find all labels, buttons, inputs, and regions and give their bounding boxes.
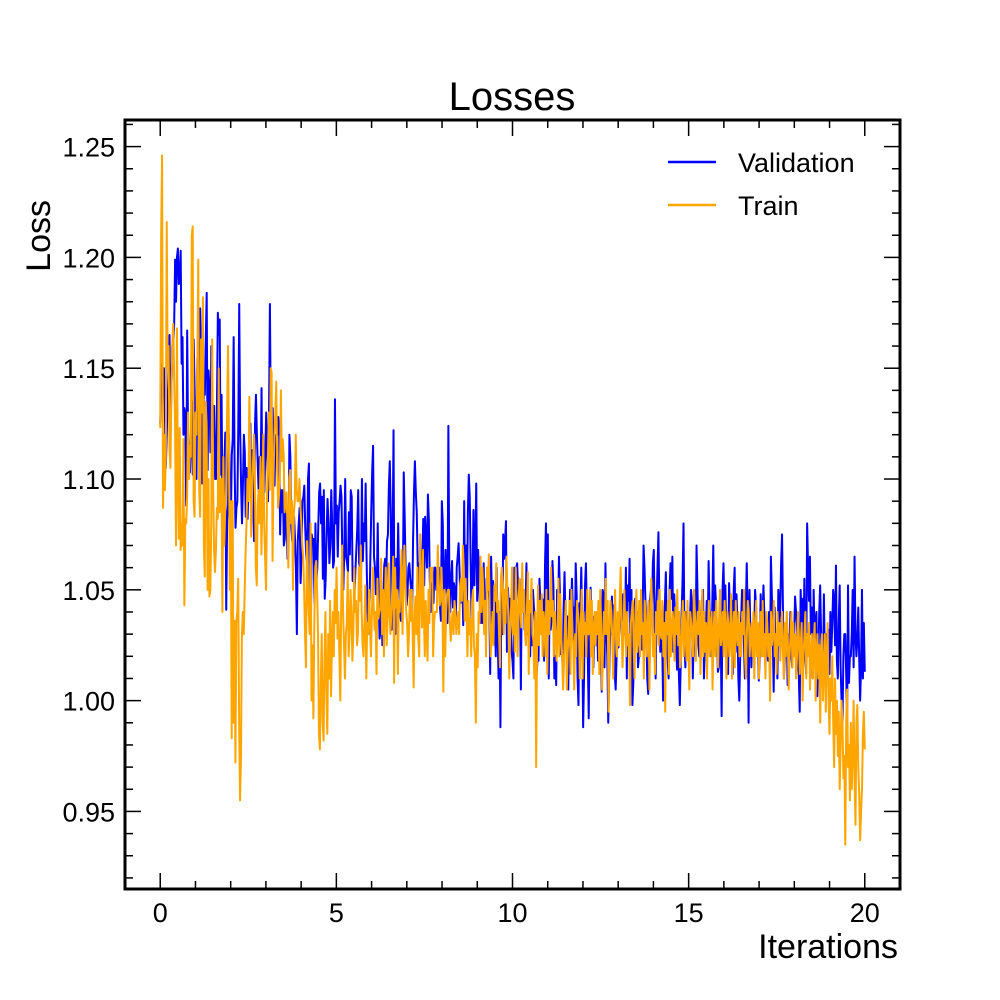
y-tick-label: 0.95	[62, 797, 115, 827]
y-axis-label: Loss	[20, 200, 58, 272]
y-tick-label: 1.00	[62, 687, 115, 717]
legend-label-train: Train	[738, 191, 799, 221]
chart-title: Losses	[449, 75, 576, 119]
y-tick-label: 1.10	[62, 465, 115, 495]
x-tick-label: 5	[329, 898, 344, 928]
y-tick-label: 1.20	[62, 243, 115, 273]
plot-frame	[123, 118, 902, 891]
legend-label-validation: Validation	[738, 148, 855, 178]
ticks-layer: 0 5 10 15 20 0.95 1.00 1.05 1.10 1.15 1.20 1.25	[62, 120, 901, 928]
x-tick-label: 10	[497, 898, 527, 928]
x-axis-label: Iterations	[758, 928, 898, 966]
x-tick-label: 0	[153, 898, 168, 928]
x-tick-label: 20	[850, 898, 880, 928]
series-layer	[159, 154, 866, 846]
y-tick-label: 1.25	[62, 133, 115, 163]
series-line-train	[159, 154, 866, 846]
y-tick-label: 1.15	[62, 354, 115, 384]
x-tick-label: 15	[674, 898, 704, 928]
legend: Validation Train	[668, 148, 855, 221]
y-tick-label: 1.05	[62, 576, 115, 606]
